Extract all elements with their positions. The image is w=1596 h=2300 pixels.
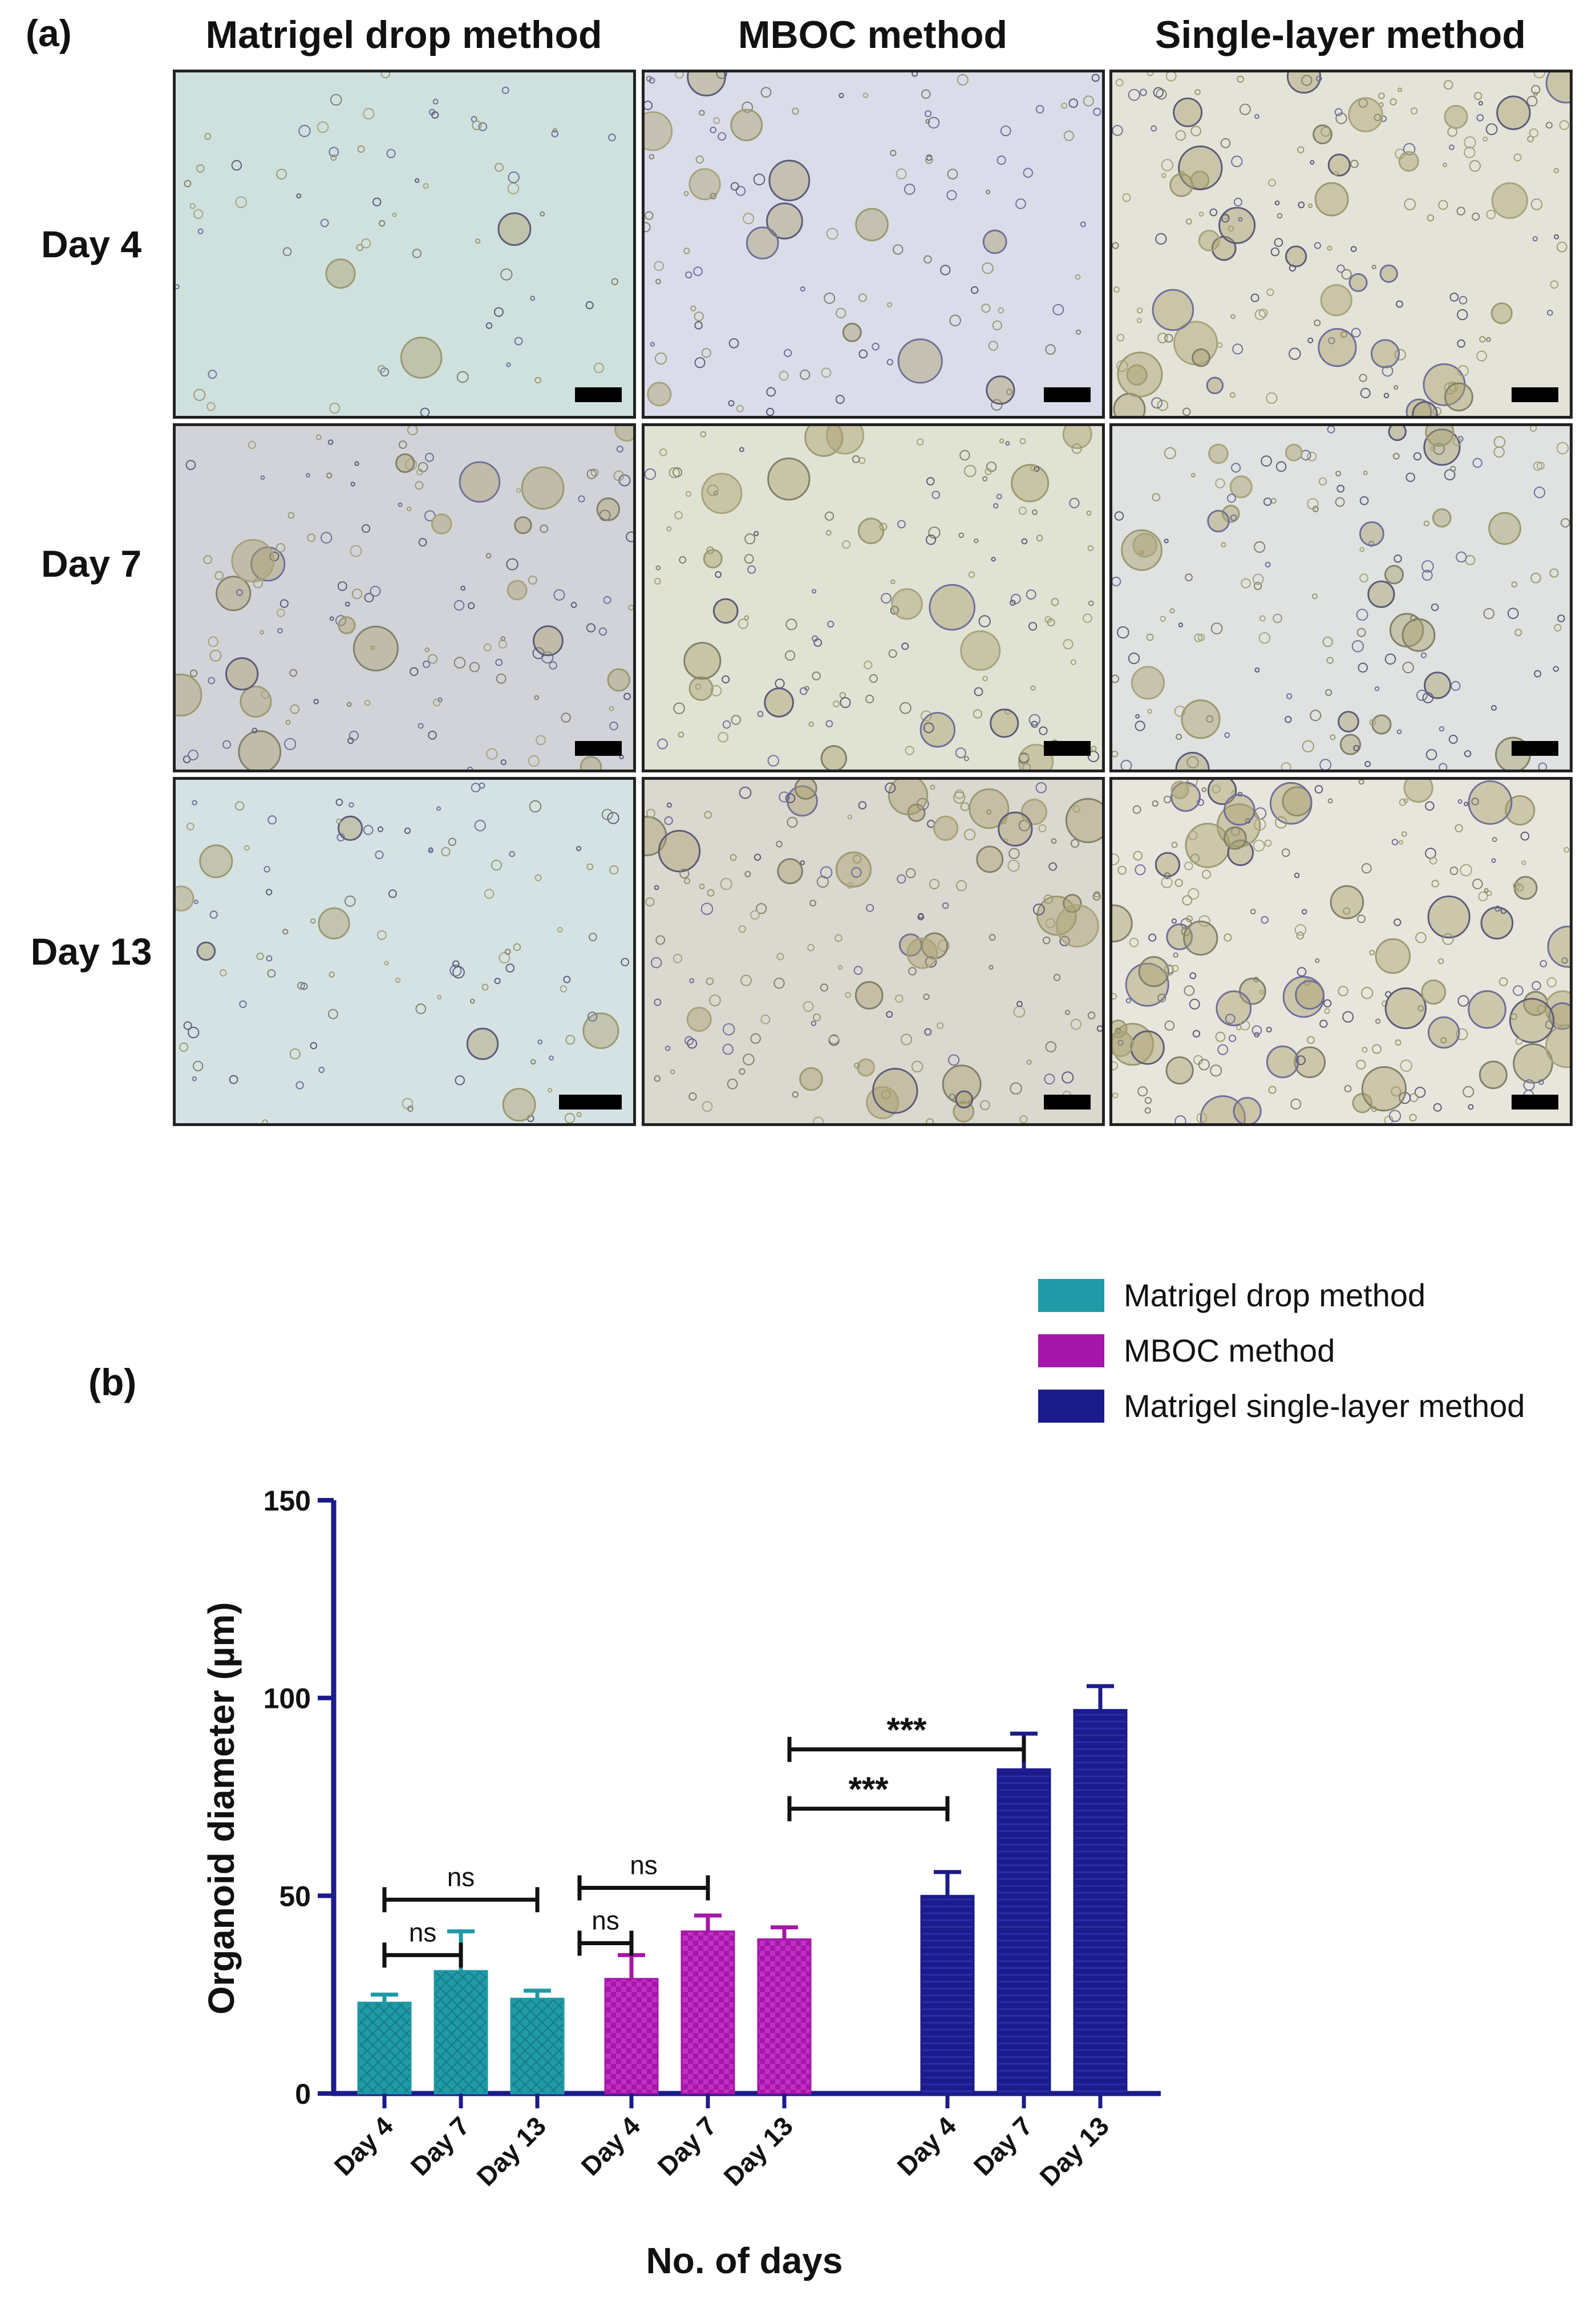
significance-label: ***	[848, 1770, 889, 1808]
micrograph-drop-day7	[173, 423, 636, 772]
row-header-day13: Day 13	[30, 930, 152, 973]
micrograph-drop-day4	[173, 70, 636, 419]
legend-item-drop: Matrigel drop method	[1038, 1277, 1425, 1314]
bar-mboc-0	[604, 1978, 659, 2095]
bar-mboc-2	[757, 1938, 812, 2095]
legend-label-mboc: MBOC method	[1124, 1333, 1335, 1368]
row-header-day4: Day 4	[40, 223, 142, 265]
legend-swatch-drop	[1038, 1278, 1104, 1312]
significance-label: ns	[592, 1906, 619, 1935]
significance-label: ns	[630, 1850, 658, 1880]
scale-bar	[575, 741, 622, 756]
micrograph-single-day7	[1109, 423, 1573, 772]
bar-drop-2	[510, 1998, 565, 2095]
scale-bar	[1044, 1095, 1091, 1109]
significance-label: ns	[409, 1917, 437, 1947]
legend-item-mboc: MBOC method	[1038, 1332, 1335, 1369]
x-tick-label: Day 13	[718, 2111, 799, 2192]
scale-bar	[1044, 741, 1091, 756]
row-header-day7: Day 7	[40, 542, 142, 585]
bar-drop-1	[434, 1970, 488, 2095]
x-tick-label: Day 7	[652, 2111, 723, 2181]
legend-swatch-single	[1038, 1389, 1104, 1423]
micrograph-single-day13	[1109, 777, 1573, 1126]
x-tick-label: Day 4	[892, 2111, 962, 2181]
column-header-drop: Matrigel drop method	[205, 13, 602, 56]
scale-bar	[559, 1095, 622, 1109]
micrograph-mboc-day7	[642, 423, 1105, 772]
bar-single-2	[1073, 1708, 1128, 2095]
micrograph-drop-day13	[173, 777, 636, 1126]
bar-single-1	[997, 1768, 1051, 2095]
significance-label: ns	[447, 1862, 475, 1892]
bar-single-0	[920, 1894, 975, 2095]
panel-a-label: (a)	[26, 12, 72, 54]
scale-bar	[1512, 387, 1558, 402]
bar-drop-0	[357, 2002, 412, 2095]
micrograph-mboc-day13	[642, 777, 1105, 1126]
y-tick-label: 50	[279, 1880, 311, 1912]
scale-bar	[1512, 1095, 1558, 1109]
significance-label: ***	[886, 1711, 927, 1749]
x-tick-label: Day 4	[329, 2111, 399, 2181]
legend-label-drop: Matrigel drop method	[1124, 1277, 1426, 1313]
x-tick-label: Day 7	[405, 2111, 476, 2181]
y-axis-title: Organoid diameter (µm)	[201, 1602, 242, 2014]
x-tick-label: Day 4	[576, 2111, 646, 2181]
micrograph-mboc-day4	[642, 70, 1105, 419]
column-header-single: Single-layer method	[1155, 13, 1526, 56]
bar-mboc-1	[680, 1930, 735, 2095]
panel-b-label: (b)	[88, 1361, 137, 1403]
x-tick-label: Day 13	[471, 2111, 552, 2192]
scale-bar	[1512, 741, 1558, 756]
scale-bar	[575, 387, 622, 402]
column-header-mboc: MBOC method	[738, 13, 1008, 56]
x-axis-title: No. of days	[646, 2240, 843, 2281]
scale-bar	[1044, 387, 1091, 402]
y-tick-label: 150	[264, 1485, 311, 1517]
legend-item-single: Matrigel single-layer method	[1038, 1387, 1525, 1424]
legend-label-single: Matrigel single-layer method	[1124, 1388, 1525, 1424]
x-tick-label: Day 7	[968, 2111, 1039, 2181]
x-tick-label: Day 13	[1034, 2111, 1115, 2192]
y-tick-label: 0	[295, 2078, 311, 2110]
y-tick-label: 100	[264, 1683, 311, 1715]
legend-swatch-mboc	[1038, 1334, 1104, 1367]
micrograph-single-day4	[1109, 70, 1573, 419]
